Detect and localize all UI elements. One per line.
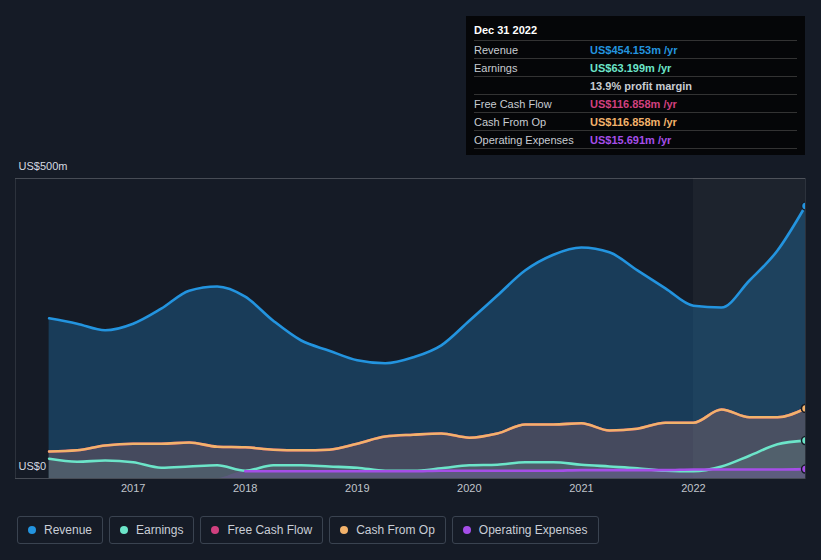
- svg-text:2019: 2019: [345, 482, 369, 494]
- html-text:Free Cash Flow: Free Cash Flow: [227, 523, 313, 537]
- html-text:Operating Expenses: Operating Expenses: [474, 134, 574, 146]
- html-text:Free Cash Flow: Free Cash Flow: [474, 98, 552, 110]
- html-text:US$116.858m /yr: US$116.858m /yr: [590, 98, 677, 110]
- svg-text:2021: 2021: [569, 482, 593, 494]
- html-text:Operating Expenses: Operating Expenses: [478, 523, 588, 537]
- html-text:US$15.691m /yr: US$15.691m /yr: [590, 134, 672, 146]
- html-text:US$63.199m /yr: US$63.199m /yr: [590, 62, 672, 74]
- html-text:Earnings: Earnings: [474, 62, 518, 74]
- html-text:Cash From Op: Cash From Op: [474, 116, 547, 128]
- svg-text:2020: 2020: [457, 482, 481, 494]
- svg-text:2022: 2022: [681, 482, 705, 494]
- svg-text:2017: 2017: [121, 482, 145, 494]
- html-text:Revenue: Revenue: [474, 44, 518, 56]
- html-text:Earnings: Earnings: [136, 523, 184, 537]
- html-text:13.9% profit margin: 13.9% profit margin: [590, 80, 693, 92]
- html-text:US$454.153m /yr: US$454.153m /yr: [590, 44, 678, 56]
- html-text:Dec 31 2022: Dec 31 2022: [474, 24, 537, 36]
- html-text:US$116.858m /yr: US$116.858m /yr: [590, 116, 677, 128]
- svg-text:US$0: US$0: [19, 460, 47, 472]
- html-text:Revenue: Revenue: [44, 523, 92, 537]
- svg-text:2018: 2018: [233, 482, 257, 494]
- svg-text:US$500m: US$500m: [19, 160, 68, 172]
- html-text:Cash From Op: Cash From Op: [356, 523, 435, 537]
